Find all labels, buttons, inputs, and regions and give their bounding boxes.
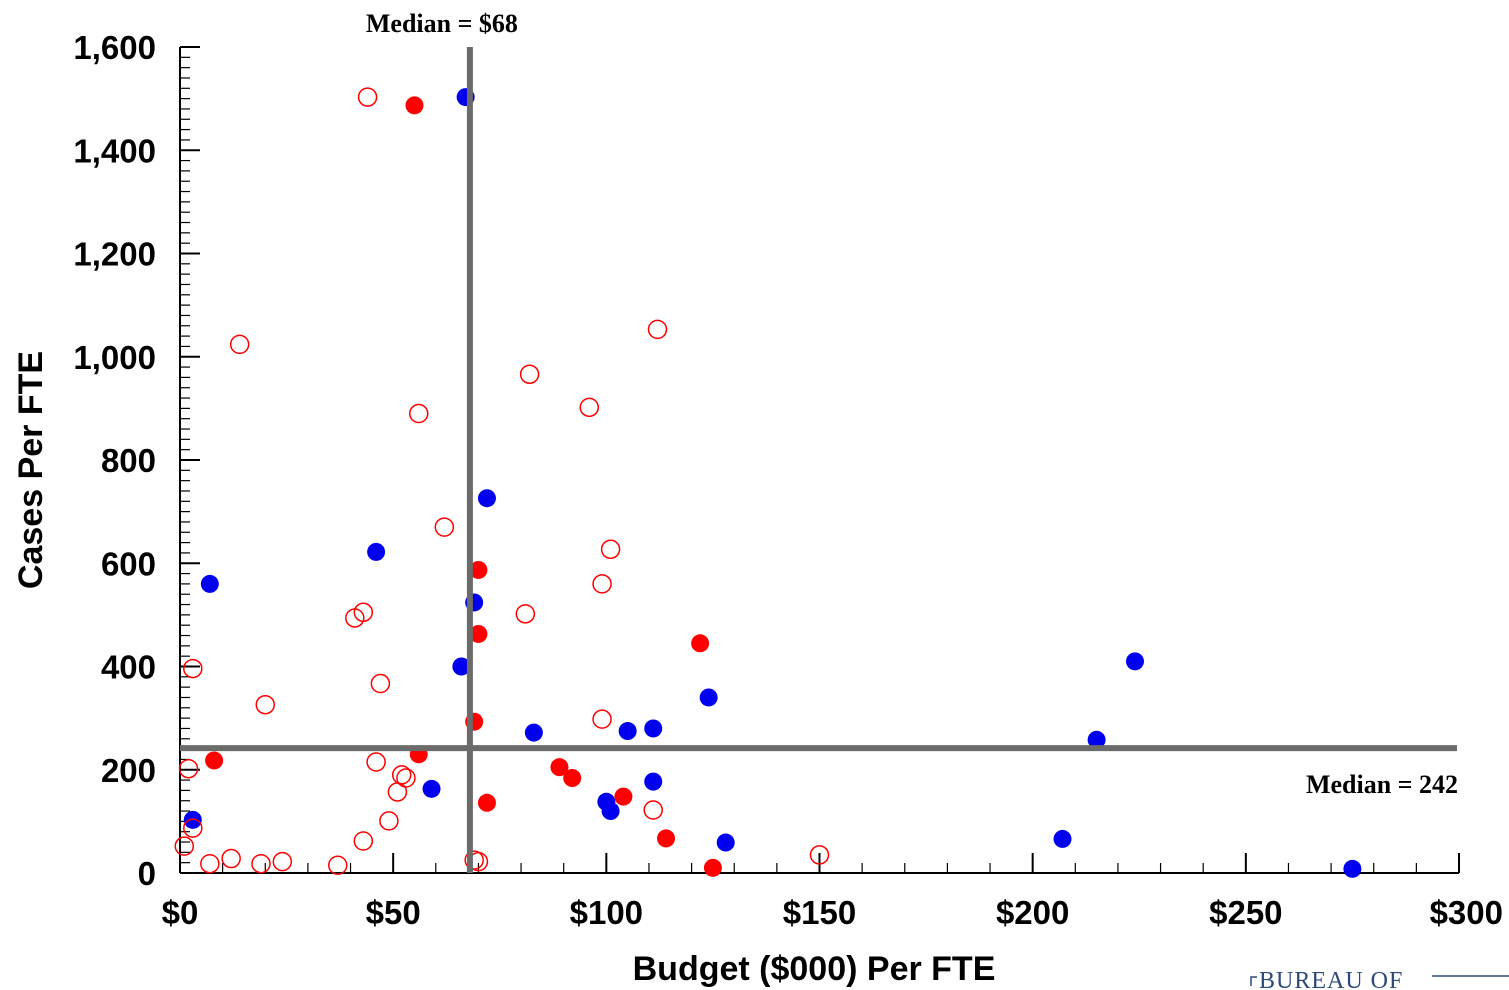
data-point [618,722,637,741]
y-axis-title: Cases Per FTE [12,351,50,589]
y-tick-label: 400 [101,649,156,686]
data-point [396,768,416,788]
data-point [644,719,663,738]
data-point [524,723,543,742]
median-cases-label: Median = 242 [1306,770,1458,799]
data-point [221,848,241,869]
data-point [1087,730,1106,749]
x-tick-label: $300 [1430,894,1503,931]
data-point [452,657,471,676]
data-point [469,624,488,643]
data-point [200,853,220,874]
x-ticks: $0 $50 $100 $150 $200 $250 $300 [162,853,1503,931]
y-tick-label: 800 [101,442,156,479]
x-tick-label: $50 [366,894,421,931]
data-point [550,758,569,777]
data-point [600,539,621,560]
data-point [366,752,386,772]
logo-text: BUREAU OF [1259,968,1403,990]
y-tick-label: 200 [101,752,156,789]
x-tick-label: $150 [783,894,856,931]
logo-bracket [1250,976,1257,986]
bureau-logo: BUREAU OF [1250,968,1509,990]
x-tick-label: $250 [1209,894,1282,931]
data-points [174,87,1362,878]
y-ticks: 0 200 400 600 800 1,000 1,200 1,400 1,600 [73,29,200,892]
y-tick-label: 1,600 [73,29,156,66]
data-point [353,831,374,851]
data-point [255,694,276,715]
data-point [422,779,441,798]
data-point [251,853,271,874]
median-budget-label: Median = $68 [366,9,518,38]
data-point [699,688,718,707]
median-lines [180,47,1457,873]
data-point [205,751,224,770]
data-point [357,87,378,107]
y-tick-label: 1,400 [73,132,156,169]
y-tick-label: 0 [138,855,156,892]
data-point [178,758,199,779]
data-point [515,604,536,624]
data-point [408,403,429,424]
data-point [229,334,250,355]
data-point [592,574,612,594]
data-point [601,802,620,821]
data-point [327,855,348,876]
data-point [643,800,663,820]
y-tick-label: 1,200 [73,236,156,273]
data-point [183,658,203,679]
data-point [579,397,600,418]
x-tick-label: $0 [162,894,199,931]
data-point [647,319,668,340]
data-point [379,811,399,831]
data-point [272,851,293,872]
data-point [174,836,195,856]
data-point [614,787,633,806]
data-point [469,560,488,579]
data-point [345,608,365,628]
data-point [405,96,424,115]
x-axis-title: Budget ($000) Per FTE [633,950,996,988]
data-point [434,517,455,537]
y-tick-label: 600 [101,545,156,582]
x-tick-label: $200 [996,894,1069,931]
data-point [519,364,540,385]
data-point [691,634,710,653]
data-point [644,772,663,791]
data-point [183,818,203,838]
data-point [1053,829,1072,848]
data-point [477,489,496,508]
x-tick-label: $100 [570,894,643,931]
data-point [703,858,722,877]
data-point [477,793,496,812]
data-point [563,769,582,788]
data-point [200,574,219,593]
data-point [367,542,386,561]
data-point [387,782,408,802]
data-point [592,709,612,729]
data-point [1343,859,1362,878]
data-point [1125,652,1144,671]
data-point [716,833,735,852]
data-point [809,845,830,865]
data-point [370,673,391,694]
data-point [657,829,676,848]
y-tick-label: 1,000 [73,339,156,376]
